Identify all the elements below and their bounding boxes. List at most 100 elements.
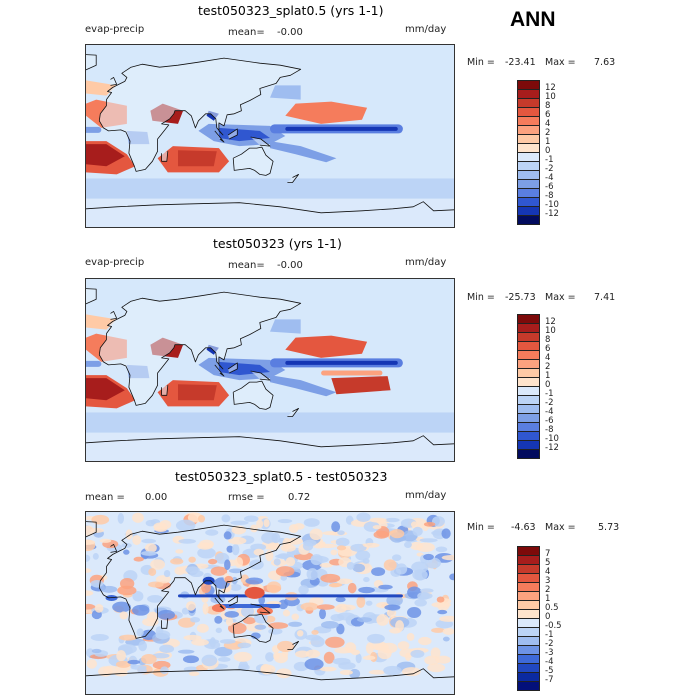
diff-cell bbox=[390, 528, 405, 539]
diff-cell bbox=[406, 632, 415, 641]
diff-cell bbox=[306, 568, 319, 581]
diff-cell bbox=[163, 570, 171, 578]
diff-cell bbox=[145, 519, 156, 527]
diff-cell bbox=[334, 604, 347, 613]
diff-cell bbox=[425, 557, 441, 569]
land-fill bbox=[99, 292, 301, 406]
colorbar-tick-label: -10 bbox=[545, 434, 559, 444]
panel3-mean-label: mean = bbox=[85, 492, 125, 503]
land-fill bbox=[250, 137, 270, 147]
land-fill bbox=[110, 77, 117, 86]
land-fill bbox=[228, 128, 238, 139]
diff-cell bbox=[336, 545, 347, 551]
diff-cell bbox=[132, 604, 150, 616]
coastline bbox=[232, 380, 274, 410]
panel3-max-label: Max = bbox=[545, 522, 576, 533]
atlantic-itcz bbox=[86, 126, 102, 133]
coastline bbox=[110, 77, 118, 86]
diff-cell bbox=[346, 561, 355, 570]
coastline bbox=[214, 130, 225, 143]
diff-cell bbox=[229, 584, 242, 591]
diff-cell bbox=[300, 602, 319, 611]
diff-cell bbox=[86, 525, 94, 537]
diff-cell bbox=[210, 566, 228, 576]
diff-cell bbox=[119, 634, 138, 641]
diff-cell bbox=[266, 581, 282, 594]
land-fill bbox=[161, 151, 168, 162]
colorbar-tick-label: -0.5 bbox=[545, 621, 562, 631]
diff-cell bbox=[358, 586, 375, 594]
diff-cell bbox=[412, 569, 428, 581]
antarctic-band bbox=[86, 432, 454, 461]
diff-cell bbox=[336, 578, 353, 585]
diff-cell bbox=[197, 514, 206, 523]
diff-cell bbox=[141, 653, 157, 665]
spcz bbox=[270, 141, 337, 163]
diff-cell bbox=[355, 550, 371, 561]
colorbar-tick-label: -3 bbox=[545, 648, 554, 658]
diff-cell bbox=[363, 542, 380, 548]
diff-cell bbox=[441, 528, 451, 539]
diff-cell bbox=[368, 669, 386, 675]
diff-cell bbox=[188, 671, 200, 677]
diff-cell bbox=[132, 591, 144, 602]
diff-cell bbox=[427, 663, 446, 673]
diff-cell bbox=[100, 585, 118, 593]
diff-cell bbox=[365, 600, 373, 606]
colorbar-tick-label: 12 bbox=[545, 83, 556, 93]
diff-cell bbox=[372, 525, 382, 530]
panel1-units: mm/day bbox=[405, 24, 447, 35]
diff-cell bbox=[136, 628, 144, 637]
diff-cell bbox=[228, 568, 244, 574]
coastline bbox=[227, 595, 238, 607]
diff-cell bbox=[362, 655, 376, 661]
diff-cell bbox=[339, 669, 353, 676]
south-indian-core bbox=[178, 384, 217, 401]
diff-cell bbox=[224, 611, 240, 618]
coastline bbox=[232, 613, 274, 643]
pacific-itcz-core bbox=[285, 126, 398, 131]
new-guinea-difference bbox=[256, 607, 273, 616]
panel1-variable: evap-precip bbox=[85, 24, 145, 35]
diff-cell bbox=[404, 541, 412, 548]
coastline bbox=[250, 136, 271, 147]
diff-cell bbox=[319, 563, 333, 568]
diff-cell bbox=[231, 543, 240, 556]
diff-cell bbox=[152, 652, 170, 659]
itcz-difference bbox=[178, 594, 403, 598]
panel3-mean-value: 0.00 bbox=[145, 492, 168, 503]
diff-cell bbox=[276, 668, 292, 679]
warm-pool-difference bbox=[218, 604, 281, 609]
diff-cell bbox=[402, 667, 421, 677]
diff-cell bbox=[150, 559, 166, 570]
coastline bbox=[161, 618, 169, 629]
coastline bbox=[250, 603, 271, 614]
diff-cell bbox=[258, 595, 266, 605]
antarctic-coastline bbox=[86, 201, 454, 214]
colorbar-tick-label: 0.5 bbox=[545, 603, 559, 613]
diff-cell bbox=[210, 595, 226, 604]
panel3-min-value: -4.63 bbox=[511, 522, 536, 533]
diff-cell bbox=[196, 623, 209, 633]
season-label: ANN bbox=[510, 8, 556, 31]
diff-cell bbox=[224, 559, 231, 571]
diff-cell bbox=[92, 553, 99, 560]
diff-cell bbox=[130, 664, 147, 670]
diff-cell bbox=[439, 615, 454, 622]
diff-cell bbox=[141, 550, 157, 556]
diff-cell bbox=[243, 515, 259, 522]
diff-cell bbox=[112, 601, 131, 613]
antarctic-band bbox=[86, 198, 454, 227]
panel1-min-value: -23.41 bbox=[505, 57, 536, 68]
diff-cell bbox=[418, 636, 432, 646]
south-atlantic-core bbox=[86, 144, 125, 167]
colorbar-tick-label: 6 bbox=[545, 344, 551, 354]
diff-cell bbox=[355, 653, 362, 664]
colorbar-tick-label: 8 bbox=[545, 101, 551, 111]
diff-cell bbox=[305, 649, 321, 658]
panel3-map bbox=[85, 511, 455, 695]
coastline bbox=[287, 173, 300, 183]
diff-cell bbox=[155, 630, 171, 640]
colorbar-tick-label: -12 bbox=[545, 443, 559, 453]
colorbar-tick-label: -2 bbox=[545, 639, 554, 649]
